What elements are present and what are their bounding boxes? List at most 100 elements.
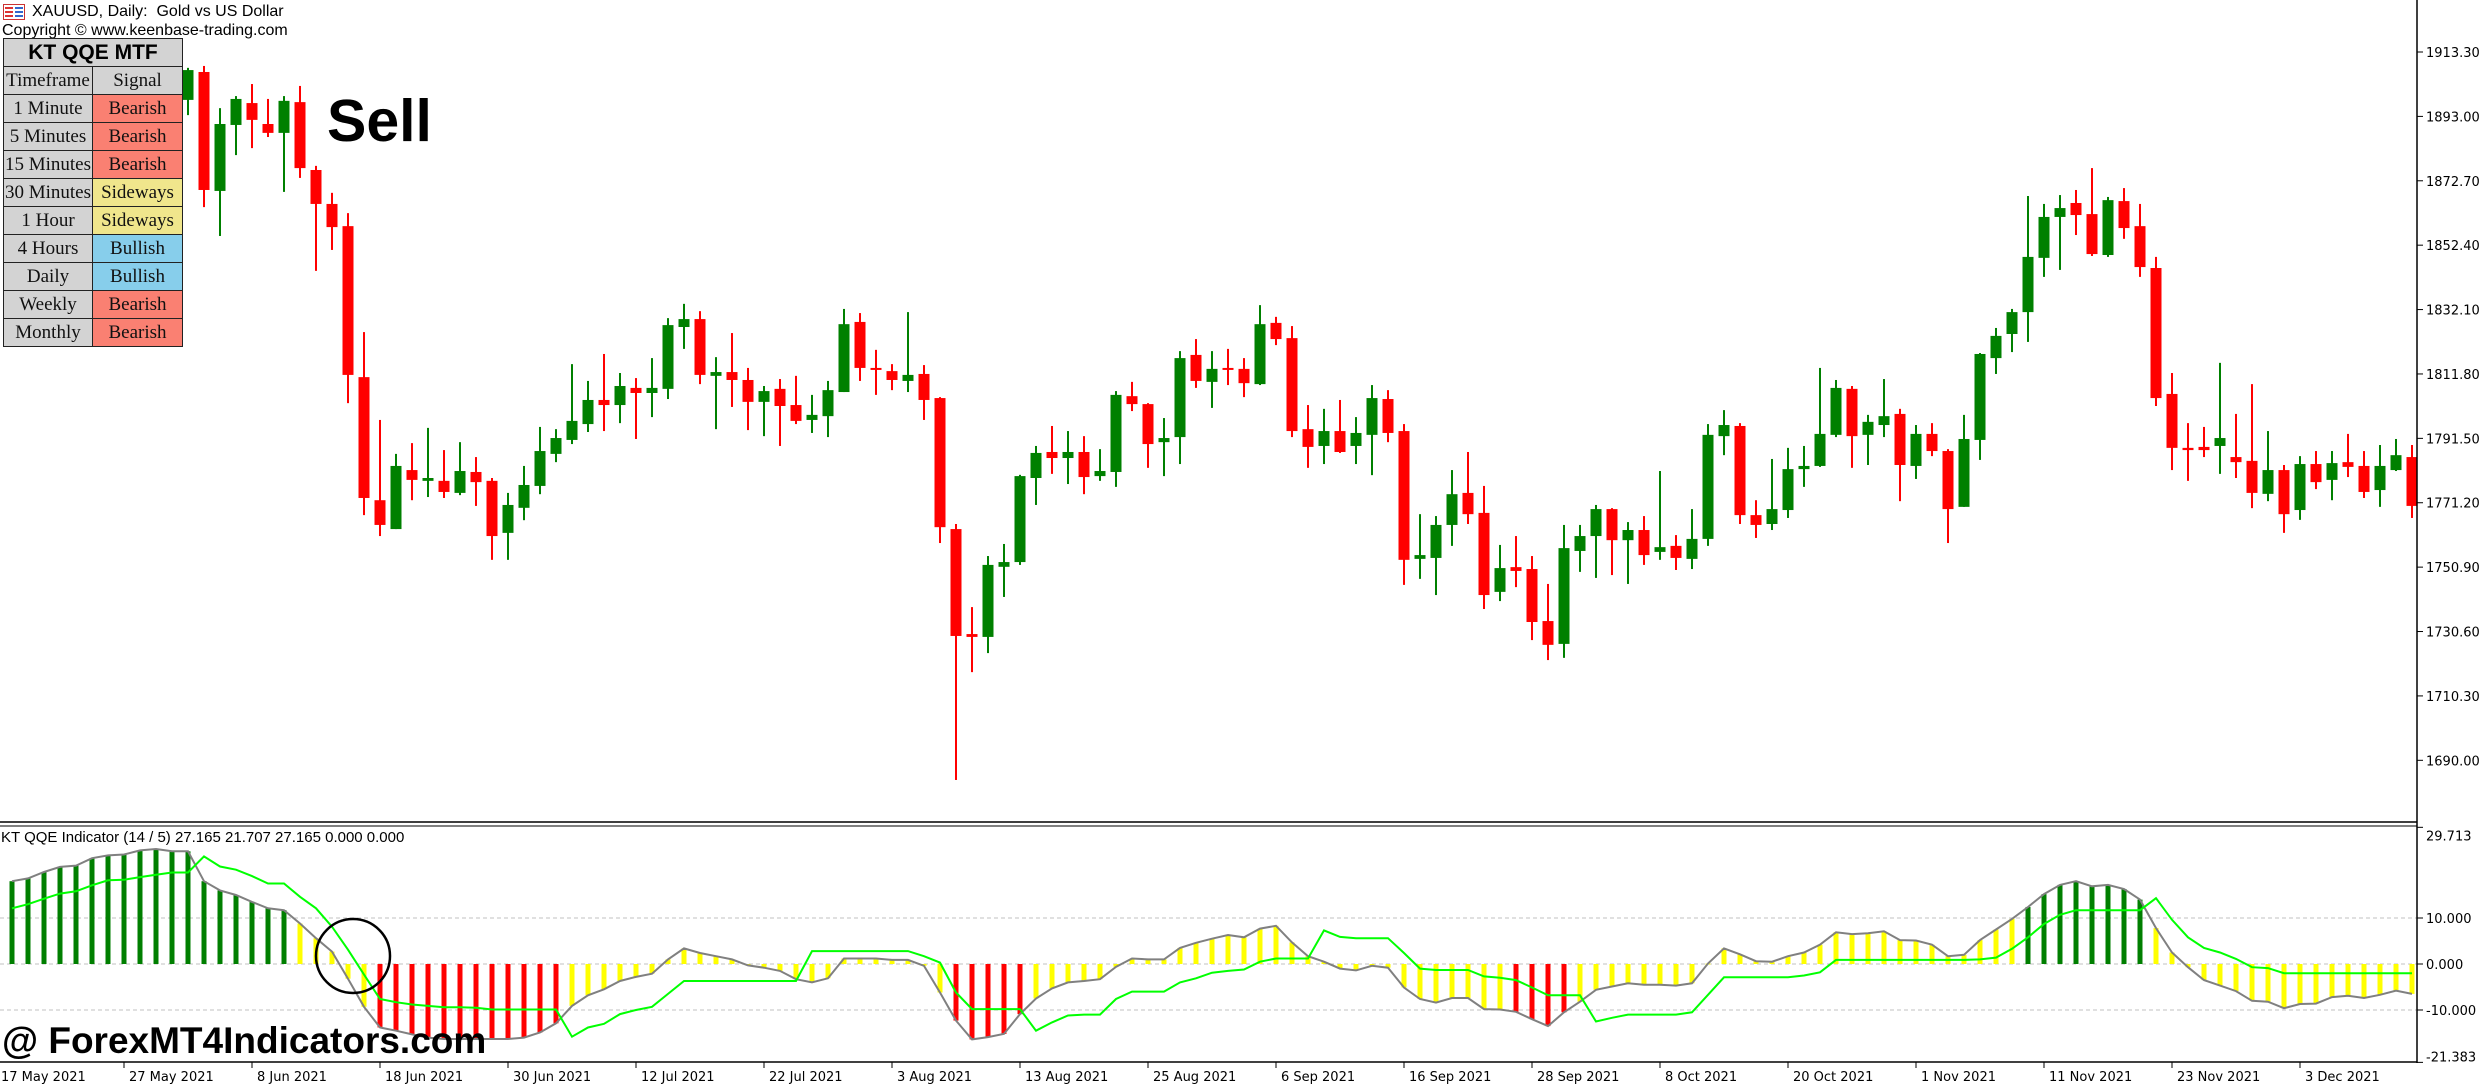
candle-body <box>1542 621 1554 645</box>
histogram-bar <box>857 958 863 964</box>
table-row: 5 Minutes Bearish <box>3 122 183 151</box>
candle-body <box>582 399 594 425</box>
bearish-candle <box>1334 399 1346 453</box>
histogram-bar <box>873 958 879 964</box>
histogram-bar <box>1129 958 1135 964</box>
candle-wick <box>2059 195 2061 270</box>
bearish-candle <box>374 419 386 537</box>
bullish-candle <box>1558 524 1570 658</box>
bearish-candle <box>1046 425 1058 474</box>
histogram-bar <box>1353 964 1359 971</box>
candle-body <box>2086 214 2098 255</box>
histogram-bar <box>1401 964 1407 988</box>
bullish-candle <box>1830 379 1842 438</box>
price-label: 1852.40 <box>2426 239 2480 254</box>
histogram-bar <box>1289 942 1295 964</box>
histogram-bar <box>1337 964 1343 969</box>
bearish-candle <box>198 65 210 208</box>
timeframe-cell: 4 Hours <box>3 234 93 263</box>
candle-body <box>438 480 450 492</box>
candle-body <box>1318 431 1330 446</box>
chart-title: XAUUSD, Daily: Gold vs US Dollar <box>32 3 284 20</box>
bullish-candle <box>1974 353 1986 460</box>
date-label: 3 Dec 2021 <box>2305 1070 2380 1085</box>
bullish-candle <box>1494 544 1506 602</box>
candle-wick <box>2251 384 2253 509</box>
histogram-bar <box>1817 944 1823 964</box>
date-label: 16 Sep 2021 <box>1409 1070 1491 1085</box>
date-label: 8 Oct 2021 <box>1665 1070 1737 1085</box>
histogram-bar <box>1785 956 1791 964</box>
bearish-candle <box>1462 451 1474 524</box>
candle-body <box>1494 568 1506 592</box>
date-label: 1 Nov 2021 <box>1921 1070 1996 1085</box>
candle-body <box>470 471 482 483</box>
candle-wick <box>2187 423 2189 481</box>
bearish-candle <box>470 457 482 506</box>
candle-body <box>2118 201 2130 229</box>
bearish-candle <box>774 379 786 446</box>
candle-body <box>550 438 562 454</box>
bearish-candle <box>1734 423 1746 524</box>
price-label: 1750.90 <box>2426 561 2480 576</box>
timeframe-cell: Daily <box>3 262 93 291</box>
bearish-candle <box>1398 424 1410 585</box>
histogram-bar <box>1609 964 1615 987</box>
bullish-candle <box>1622 522 1634 584</box>
histogram-bar <box>1241 937 1247 964</box>
histogram-bar <box>713 956 719 964</box>
bearish-candle <box>1638 516 1650 565</box>
candle-body <box>2038 216 2050 258</box>
bearish-candle <box>1478 485 1490 610</box>
candle-wick <box>603 353 605 432</box>
histogram-bar <box>2377 964 2383 995</box>
candle-body <box>2294 464 2306 511</box>
histogram-bar <box>2233 964 2239 992</box>
histogram-bar <box>1673 964 1679 986</box>
bullish-candle <box>1654 471 1666 560</box>
candle-body <box>566 420 578 440</box>
bullish-candle <box>1686 509 1698 570</box>
qqe-line <box>11 847 2413 1041</box>
candle-body <box>422 477 434 481</box>
timeframe-cell: 30 Minutes <box>3 178 93 207</box>
candle-wick <box>2267 431 2269 502</box>
candle-body <box>694 319 706 375</box>
candle-body <box>1446 494 1458 525</box>
bearish-candle <box>854 313 866 381</box>
candle-body <box>1958 438 1970 507</box>
bullish-candle <box>1814 367 1826 467</box>
candle-body <box>1350 432 1362 446</box>
histogram-bar <box>809 964 815 983</box>
bearish-candle <box>262 98 274 138</box>
histogram-bar <box>1257 928 1263 964</box>
candle-body <box>2374 465 2386 491</box>
bullish-candle <box>646 358 658 418</box>
sell-annotation: Sell <box>327 88 432 154</box>
date-label: 18 Jun 2021 <box>385 1070 463 1085</box>
bullish-candle <box>1158 418 1170 477</box>
date-label: 12 Jul 2021 <box>641 1070 715 1085</box>
bearish-candle <box>2310 451 2322 490</box>
histogram-bar <box>729 959 735 964</box>
histogram-bar <box>1097 964 1103 980</box>
histogram-bar <box>377 964 383 1028</box>
timeframe-cell: Monthly <box>3 318 93 347</box>
histogram-bar <box>169 851 175 964</box>
histogram-bar <box>1625 964 1631 984</box>
bullish-candle <box>806 394 818 433</box>
candle-body <box>1910 433 1922 466</box>
histogram-bar <box>153 849 159 964</box>
candle-body <box>742 379 754 402</box>
indicator-axis-label: 10.000 <box>2426 912 2472 927</box>
candle-wick <box>1003 543 1005 597</box>
histogram-bar <box>1209 938 1215 964</box>
bearish-candle <box>486 477 498 560</box>
candle-body <box>454 471 466 493</box>
signal-line <box>11 855 2412 1039</box>
candle-wick <box>2395 438 2397 472</box>
candle-body <box>1046 451 1058 459</box>
candle-body <box>918 373 930 400</box>
